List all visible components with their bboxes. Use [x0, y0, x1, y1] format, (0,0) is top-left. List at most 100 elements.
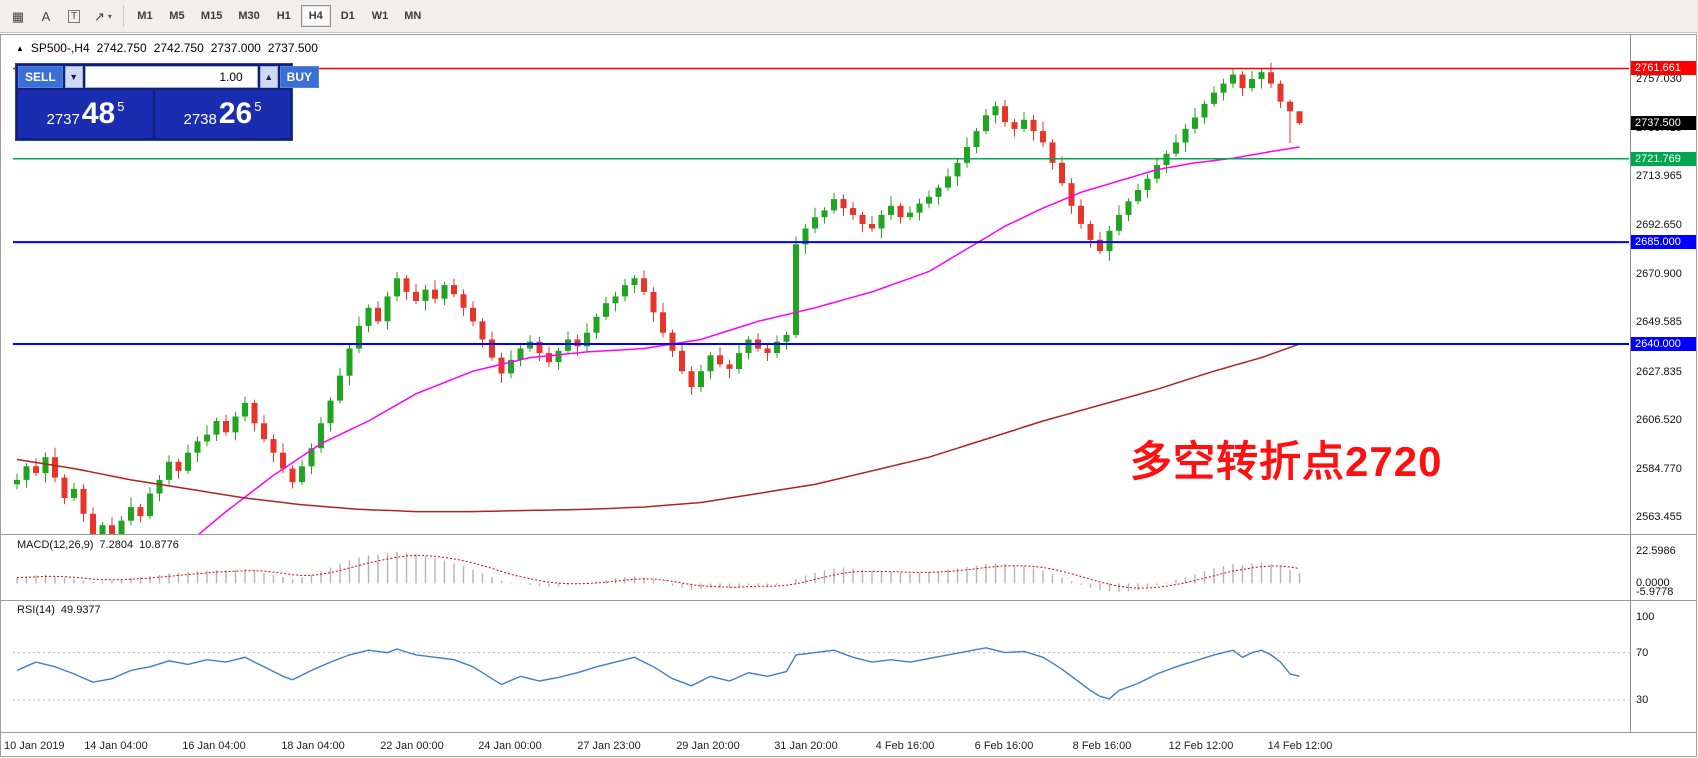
- timeframe-m1[interactable]: M1: [130, 5, 160, 27]
- grid-tool-icon: ▦: [11, 8, 25, 24]
- toolbar: ▦ A T ↗ ▾ M1 M5 M15 M30 H1 H4 D1 W1 MN: [0, 0, 1698, 33]
- volume-input[interactable]: [84, 66, 258, 88]
- rsi-canvas[interactable]: [13, 601, 1629, 732]
- rsi-name: RSI(14): [17, 604, 55, 616]
- rsi-indicator-label: RSI(14) 49.9377: [17, 604, 101, 616]
- chart-header: ▲ SP500-,H4 2742.750 2742.750 2737.000 2…: [16, 41, 318, 55]
- sell-price-point: 5: [117, 98, 125, 114]
- time-label: 6 Feb 16:00: [974, 740, 1034, 752]
- time-label: 29 Jan 20:00: [676, 740, 740, 752]
- price-tick: 2692.650: [1636, 218, 1682, 231]
- time-label: 4 Feb 16:00: [875, 740, 935, 752]
- drawing-tools-group: ▦ A T ↗ ▾: [5, 4, 117, 28]
- price-tick: 2649.585: [1636, 316, 1682, 329]
- time-label: 10 Jan 2019: [4, 740, 65, 752]
- arrows-tool-button[interactable]: ↗ ▾: [89, 4, 117, 28]
- buy-button[interactable]: BUY: [279, 66, 320, 88]
- time-label: 16 Jan 04:00: [182, 740, 246, 752]
- time-label: 22 Jan 00:00: [380, 740, 444, 752]
- price-tick: 2713.965: [1636, 170, 1682, 183]
- timeframe-d1[interactable]: D1: [333, 5, 363, 27]
- ohlc-open: 2742.750: [96, 41, 147, 55]
- macd-axis-label: 22.5986: [1636, 544, 1676, 557]
- price-line-label: 2761.661: [1631, 61, 1697, 76]
- toolbar-separator: [122, 5, 124, 27]
- macd-rsi-separator[interactable]: [1, 600, 1696, 601]
- time-label: 14 Jan 04:00: [84, 740, 148, 752]
- sell-price-main: 2737: [46, 110, 80, 128]
- one-click-trading-panel: SELL ▼ ▲ BUY 2737 48 5 2738 26 5: [15, 63, 320, 141]
- time-label: 14 Feb 12:00: [1267, 740, 1333, 752]
- rsi-axis-label: 30: [1636, 693, 1649, 706]
- price-line-label: 2640.000: [1631, 336, 1697, 351]
- time-label: 12 Feb 12:00: [1168, 740, 1234, 752]
- sell-price-pips: 48: [81, 97, 116, 130]
- arrows-tool-icon: ↗: [94, 8, 105, 24]
- buy-price-pips: 26: [218, 97, 253, 130]
- timeframe-w1[interactable]: W1: [365, 5, 396, 27]
- timeframe-h1[interactable]: H1: [269, 5, 299, 27]
- sell-price[interactable]: 2737 48 5: [18, 90, 153, 138]
- macd-name: MACD(12,26,9): [17, 539, 94, 551]
- timeframe-m5[interactable]: M5: [162, 5, 192, 27]
- macd-axis-label: -5.9778: [1636, 585, 1674, 598]
- price-chart-canvas[interactable]: [13, 36, 1629, 534]
- macd-histogram: [16, 551, 1301, 592]
- candles-layer: [14, 62, 1303, 534]
- price-line-label: 2721.769: [1631, 151, 1697, 166]
- time-axis[interactable]: 10 Jan 2019 14 Jan 04:00 16 Jan 04:00 18 Ja…: [0, 733, 1698, 758]
- collapse-icon[interactable]: ▲: [16, 43, 24, 53]
- time-label: 8 Feb 16:00: [1072, 740, 1132, 752]
- time-label: 18 Jan 04:00: [281, 740, 345, 752]
- price-tick: 2584.770: [1636, 463, 1682, 476]
- price-axis-border: [1630, 35, 1631, 733]
- rsi-axis-label: 100: [1636, 611, 1655, 623]
- main-macd-separator[interactable]: [1, 534, 1696, 535]
- ohlc-close: 2737.500: [267, 41, 318, 55]
- macd-value: 7.2804: [99, 539, 134, 551]
- timeframe-h4[interactable]: H4: [300, 5, 331, 27]
- volume-increase-button[interactable]: ▲: [259, 66, 278, 88]
- grid-tool-button[interactable]: ▦: [5, 4, 31, 28]
- rsi-value: 49.9377: [60, 604, 101, 616]
- dropdown-chevron-icon: ▾: [107, 11, 112, 21]
- text-label-tool-icon: T: [67, 9, 81, 23]
- text-label-tool-button[interactable]: T: [61, 4, 87, 28]
- macd-axis-label: 0.0000: [1636, 577, 1670, 590]
- rsi-timeaxis-separator: [1, 732, 1696, 733]
- ohlc-low: 2737.000: [210, 41, 261, 55]
- macd-canvas[interactable]: [13, 536, 1629, 599]
- price-tick: 2563.455: [1636, 511, 1682, 524]
- price-tick: 2627.835: [1636, 365, 1682, 378]
- timeframe-mn[interactable]: MN: [397, 5, 428, 27]
- trade-controls-row: SELL ▼ ▲ BUY: [18, 66, 320, 88]
- buy-price[interactable]: 2738 26 5: [155, 90, 290, 138]
- volume-decrease-button[interactable]: ▼: [64, 66, 83, 88]
- rsi-line: [16, 647, 1300, 700]
- sell-button[interactable]: SELL: [18, 66, 63, 88]
- text-tool-button[interactable]: A: [33, 4, 59, 28]
- chart-symbol-period: SP500-,H4: [30, 41, 90, 55]
- macd-signal-line: [16, 554, 1300, 589]
- time-label: 24 Jan 00:00: [478, 740, 542, 752]
- ma-slow-line[interactable]: [16, 343, 1300, 513]
- timeframe-m30[interactable]: M30: [231, 5, 266, 27]
- time-label: 31 Jan 20:00: [774, 740, 838, 752]
- price-tick: 2606.520: [1636, 413, 1682, 426]
- buy-price-point: 5: [254, 98, 262, 114]
- timeframe-m15[interactable]: M15: [194, 5, 229, 27]
- time-label: 27 Jan 23:00: [577, 740, 641, 752]
- price-tick: 2670.900: [1636, 268, 1682, 281]
- ma-fast-line[interactable]: [188, 146, 1300, 534]
- macd-signal-value: 10.8776: [139, 539, 179, 551]
- price-line-label: 2685.000: [1631, 235, 1697, 250]
- trade-prices-row: 2737 48 5 2738 26 5: [18, 90, 290, 138]
- price-tick: 2757.030: [1636, 72, 1682, 85]
- macd-indicator-label: MACD(12,26,9) 7.2804 10.8776: [17, 539, 179, 551]
- text-tool-icon: A: [41, 8, 51, 24]
- timeframe-buttons-group: M1 M5 M15 M30 H1 H4 D1 W1 MN: [130, 5, 428, 27]
- buy-price-main: 2738: [183, 110, 217, 128]
- ohlc-high: 2742.750: [153, 41, 204, 55]
- chart-annotation[interactable]: 多空转折点2720: [1130, 438, 1443, 485]
- rsi-axis-label: 70: [1636, 646, 1649, 659]
